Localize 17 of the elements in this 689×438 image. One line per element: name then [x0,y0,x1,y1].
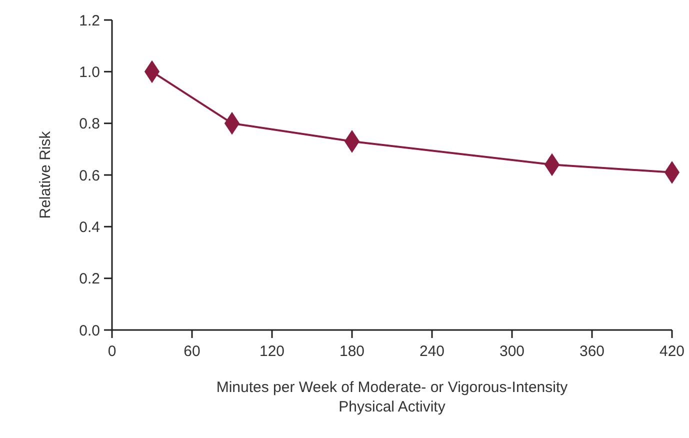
x-tick-label: 120 [259,343,285,360]
x-tick-label: 300 [499,343,525,360]
y-tick-label: 0.2 [79,270,100,288]
x-tick-label: 0 [108,343,116,360]
y-tick-label: 0.0 [79,322,100,340]
x-tick-label: 60 [184,343,200,360]
y-tick-label: 1.0 [79,64,100,81]
y-tick-label: 0.6 [79,167,100,184]
x-axis-title: Minutes per Week of Moderate- or Vigorous-Intensity Physical Activity [216,379,568,416]
y-axis-title: Relative Risk [37,130,54,219]
y-tick-label: 1.2 [79,12,100,30]
x-tick-label: 240 [419,343,445,360]
y-tick-label: 0.8 [79,116,100,133]
x-tick-label: 360 [579,343,605,360]
y-tick-label: 0.4 [79,218,100,236]
x-tick-label: 420 [659,343,685,360]
x-tick-label: 180 [339,343,365,360]
